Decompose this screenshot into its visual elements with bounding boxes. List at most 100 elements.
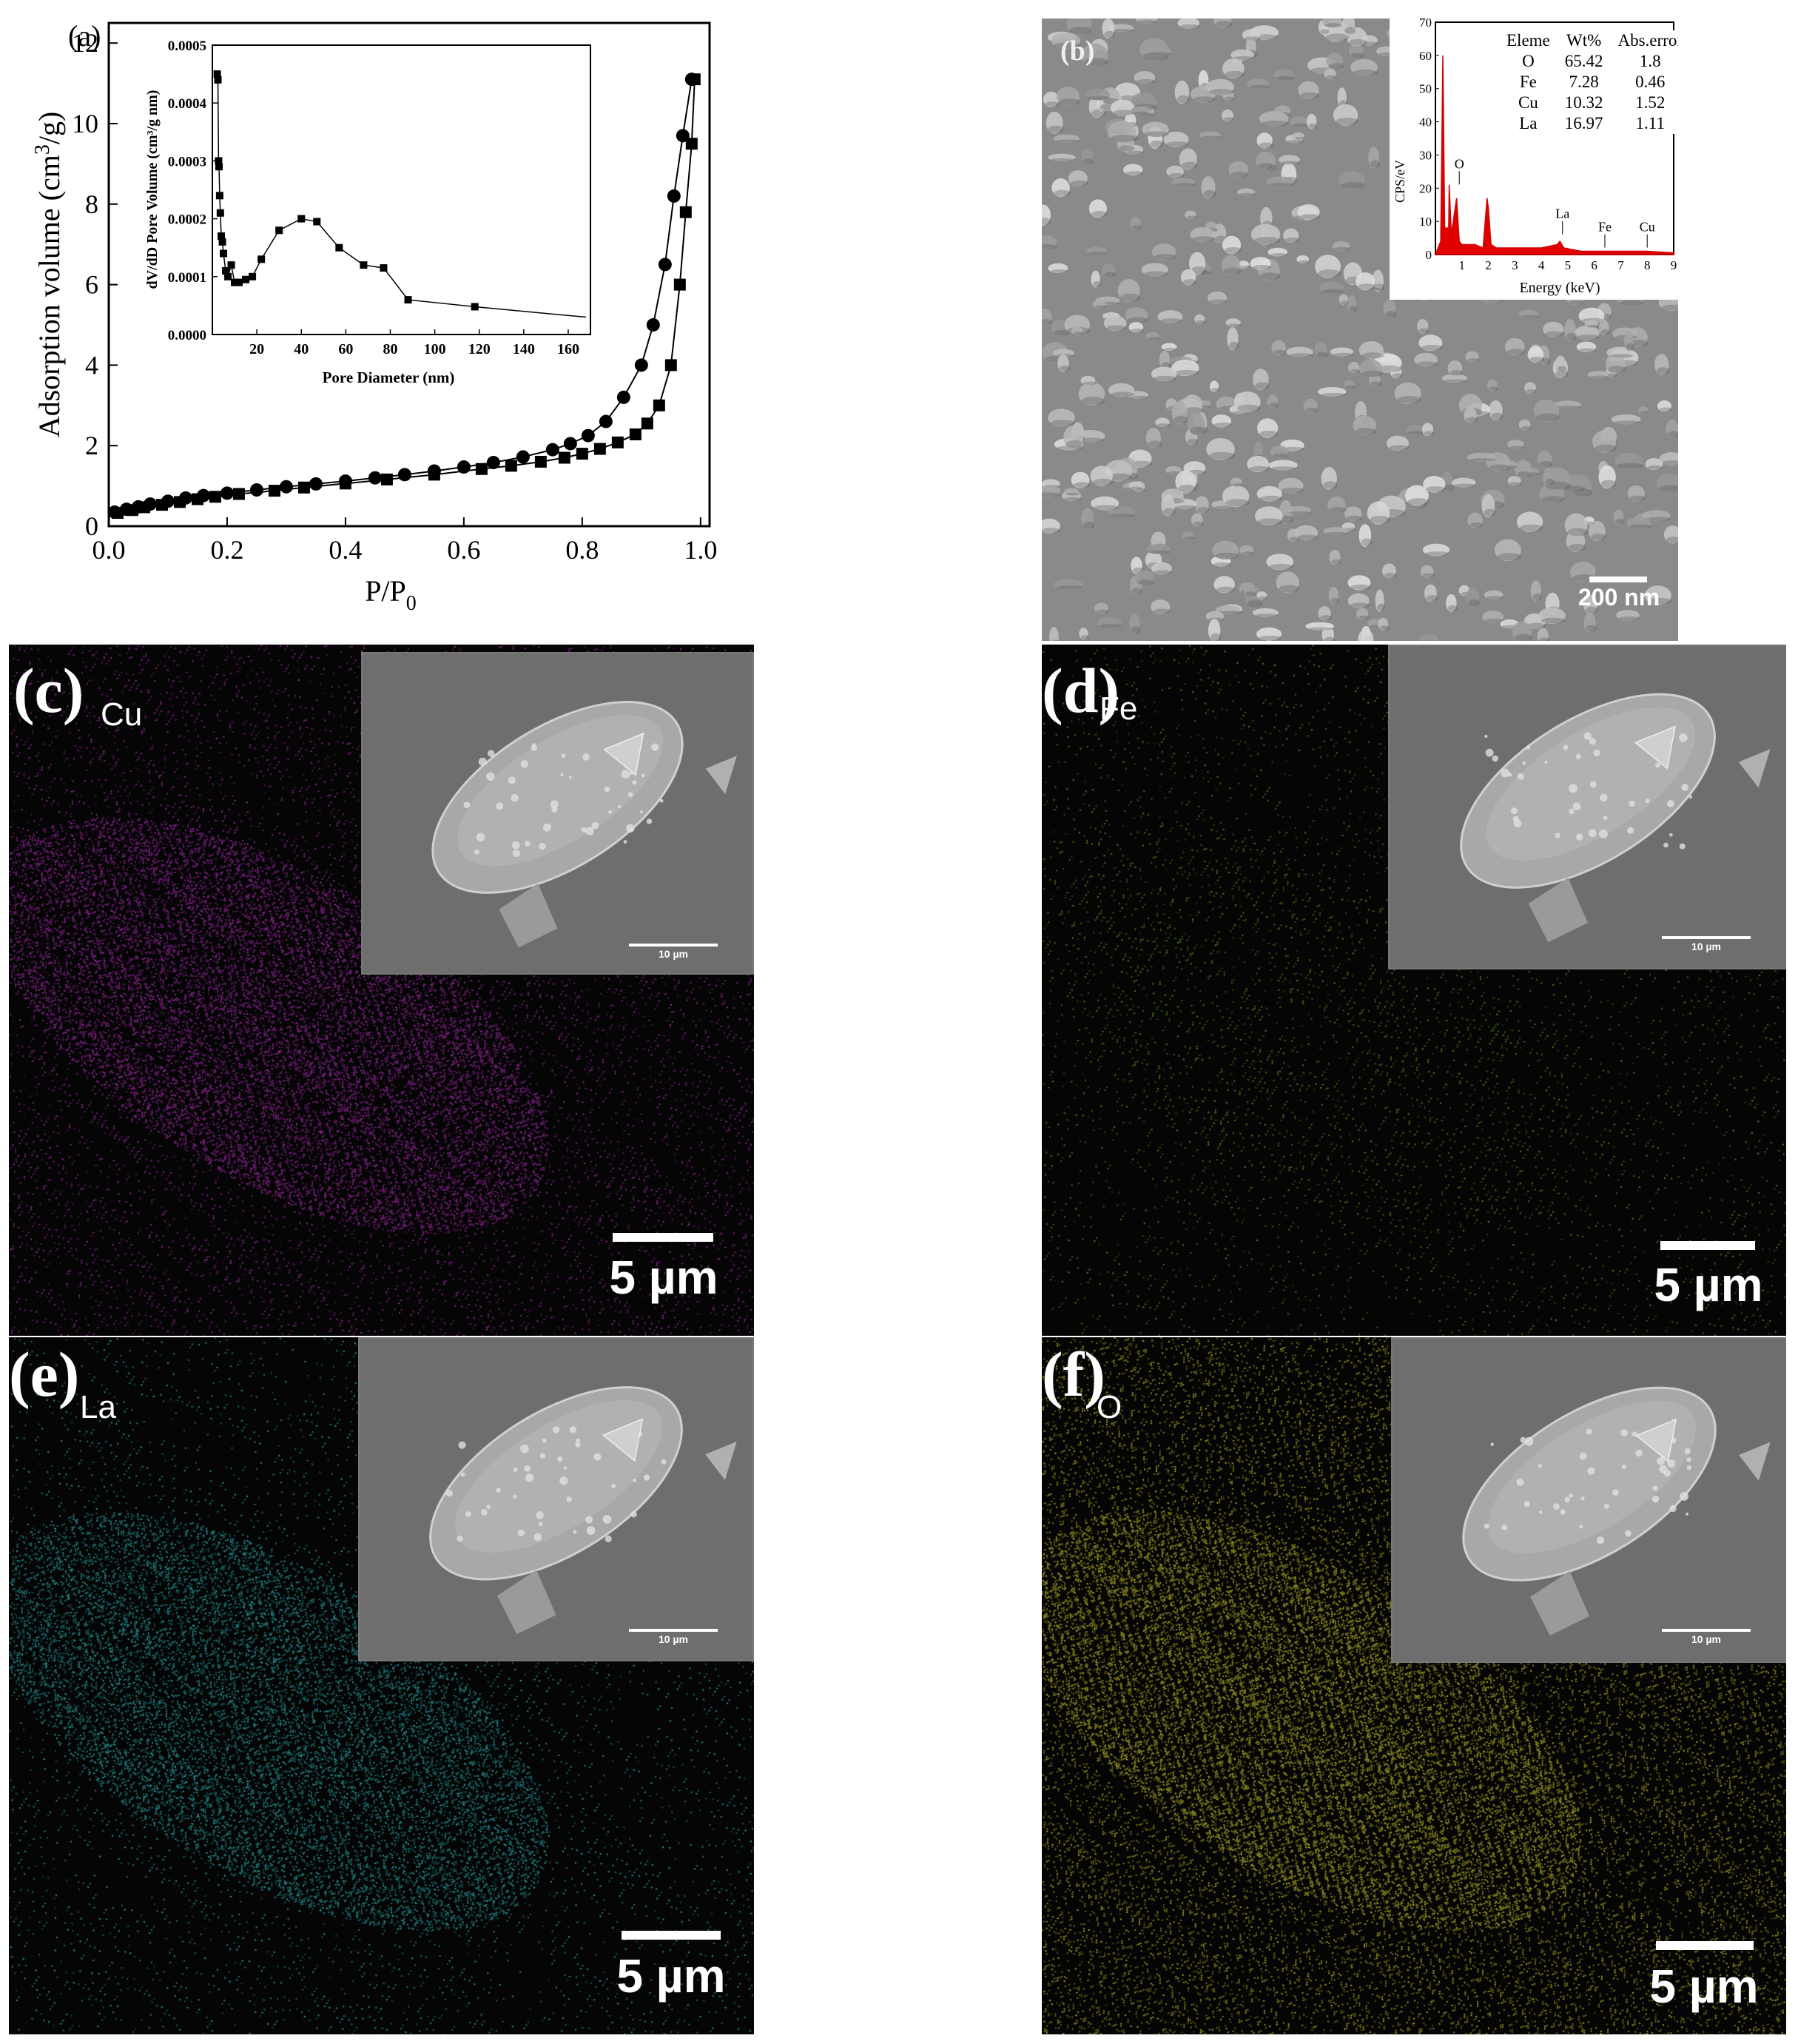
desorption-point bbox=[653, 399, 665, 411]
adsorption-point bbox=[249, 483, 263, 497]
eds-row: Fe 7.28 0.46 bbox=[1499, 72, 1678, 93]
desorption-point bbox=[679, 206, 692, 218]
eds-x-tick-label: 3 bbox=[1512, 258, 1518, 272]
panel-b-letter: (b) bbox=[1060, 36, 1095, 67]
desorption-point bbox=[611, 436, 624, 448]
inset-x-tick-label: 60 bbox=[338, 341, 353, 357]
psd-point bbox=[235, 278, 243, 286]
inset-scale-text: 10 µm bbox=[1691, 941, 1721, 952]
desorption-point bbox=[111, 507, 124, 520]
panel-a-y-ticks: 0 2 4 6 8 10 12 bbox=[72, 28, 118, 541]
desorption-point bbox=[428, 468, 440, 481]
inset-x-tick-label: 120 bbox=[468, 341, 491, 357]
desorption-point bbox=[593, 443, 606, 455]
inset-y-tick-label: 0.0003 bbox=[168, 154, 206, 169]
psd-point bbox=[249, 272, 257, 280]
inset-scale-text: 10 µm bbox=[659, 1633, 688, 1645]
panel-a-y-axis-label: Adsorption volume (cm3/g) bbox=[31, 112, 66, 438]
eds-y-tick-label: 20 bbox=[1419, 181, 1432, 195]
inset-y-tick-label: 0.0004 bbox=[168, 96, 207, 112]
panel-d-element-label: Fe bbox=[1100, 690, 1138, 727]
eds-peak-label: Cu bbox=[1640, 220, 1655, 235]
psd-point bbox=[218, 238, 226, 246]
psd-point bbox=[216, 209, 224, 217]
psd-point bbox=[215, 157, 223, 165]
x-tick-label: 1.0 bbox=[684, 535, 717, 565]
inset-y-axis-label: dV/dD Pore Volume (cm³/g nm) bbox=[144, 90, 161, 289]
psd-point bbox=[213, 70, 221, 78]
eds-y-tick-label: 30 bbox=[1419, 148, 1432, 162]
eds-row: La 16.97 1.11 bbox=[1499, 113, 1678, 134]
inset-y-tick-label: 0.0005 bbox=[168, 38, 206, 54]
psd-point bbox=[404, 296, 412, 304]
eds-row: Cu 10.32 1.52 bbox=[1499, 93, 1678, 113]
desorption-point bbox=[297, 481, 310, 494]
adsorption-point bbox=[581, 428, 595, 443]
eds-cell: 7.28 bbox=[1569, 73, 1599, 91]
inset-x-ticks: 20 40 60 80 100 120 140 160 bbox=[249, 329, 579, 357]
inset-x-tick-label: 140 bbox=[513, 341, 535, 357]
adsorption-point bbox=[563, 437, 577, 451]
x-tick-label: 0.8 bbox=[565, 535, 599, 565]
panel-f-o-map: (f) O 10 µm 5 µm bbox=[1042, 1337, 1786, 2034]
desorption-point bbox=[664, 359, 677, 372]
inset-y-tick-label: 0.0000 bbox=[168, 328, 206, 343]
y-tick-label: 4 bbox=[85, 350, 98, 380]
eds-y-tick-label: 10 bbox=[1419, 215, 1432, 229]
panel-f-scale-bar bbox=[1656, 1941, 1754, 1950]
y-tick-label: 8 bbox=[85, 189, 98, 219]
panel-c-element-label: Cu bbox=[101, 696, 143, 733]
panel-b-scale-bar bbox=[1589, 576, 1647, 582]
adsorption-point bbox=[516, 450, 530, 464]
desorption-point bbox=[475, 463, 488, 475]
eds-cell: 10.32 bbox=[1564, 93, 1603, 112]
eds-x-tick-label: 6 bbox=[1591, 258, 1597, 272]
psd-point bbox=[224, 272, 232, 280]
panel-e-letter: (e) bbox=[9, 1339, 80, 1410]
adsorption-point bbox=[220, 486, 234, 500]
eds-cell: 16.97 bbox=[1564, 114, 1603, 132]
y-tick-label: 0 bbox=[85, 511, 98, 541]
inset-y-tick-label: 0.0001 bbox=[168, 270, 206, 286]
psd-point bbox=[220, 249, 228, 258]
desorption-point bbox=[505, 460, 517, 472]
desorption-point bbox=[209, 491, 221, 503]
isotherm-line bbox=[117, 79, 696, 514]
psd-point bbox=[335, 243, 343, 252]
eds-x-axis-label: Energy (keV) bbox=[1519, 280, 1600, 296]
y-tick-label: 12 bbox=[72, 28, 98, 58]
desorption-point bbox=[558, 451, 570, 464]
adsorption-point bbox=[309, 477, 323, 491]
particle-image bbox=[363, 653, 752, 973]
isotherm-series bbox=[107, 73, 701, 520]
panel-f-scale-text: 5 µm bbox=[1649, 1960, 1759, 2013]
x-tick-label: 0.6 bbox=[447, 535, 480, 565]
panel-d-scale-text: 5 µm bbox=[1654, 1258, 1763, 1311]
y-tick-label: 2 bbox=[85, 431, 98, 460]
inset-y-ticks: 0.0000 0.0001 0.0002 0.0003 0.0004 0.0005 bbox=[168, 38, 218, 343]
psd-point bbox=[215, 163, 223, 171]
adsorption-point bbox=[486, 456, 500, 470]
eds-x-tick-label: 2 bbox=[1485, 258, 1492, 272]
eds-cell: La bbox=[1519, 114, 1538, 132]
panel-a-x-axis-label: P/P0 bbox=[365, 574, 417, 615]
eds-cell: 1.52 bbox=[1635, 93, 1666, 112]
eds-y-tick-label: 70 bbox=[1419, 19, 1432, 30]
panel-c-letter: (c) bbox=[13, 655, 84, 726]
desorption-point bbox=[673, 278, 686, 291]
psd-point bbox=[360, 261, 368, 269]
desorption-point bbox=[534, 455, 547, 468]
panel-f-sem-inset: 10 µm bbox=[1391, 1337, 1786, 1663]
inset-scale-bar bbox=[1662, 1629, 1751, 1632]
desorption-point bbox=[641, 417, 653, 430]
panel-d-scale-bar bbox=[1660, 1241, 1755, 1250]
particle-image bbox=[360, 1339, 752, 1660]
sem-texture bbox=[1042, 19, 1678, 641]
panel-c-sem-inset: 10 µm bbox=[361, 652, 754, 975]
x-tick-label: 0.0 bbox=[92, 535, 126, 565]
desorption-point bbox=[576, 448, 588, 460]
eds-row: O 65.42 1.8 bbox=[1499, 51, 1678, 72]
eds-peak-label: La bbox=[1555, 206, 1569, 221]
adsorption-point bbox=[368, 471, 382, 485]
panel-b-sem: (b) 200 nm 0 10 20 30 40 50 60 70 1 2 3 4 5 6 7 8 9 CPS… bbox=[1042, 19, 1678, 641]
